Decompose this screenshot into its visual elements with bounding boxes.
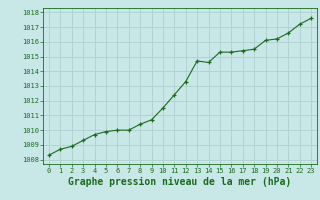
X-axis label: Graphe pression niveau de la mer (hPa): Graphe pression niveau de la mer (hPa) <box>68 177 292 187</box>
